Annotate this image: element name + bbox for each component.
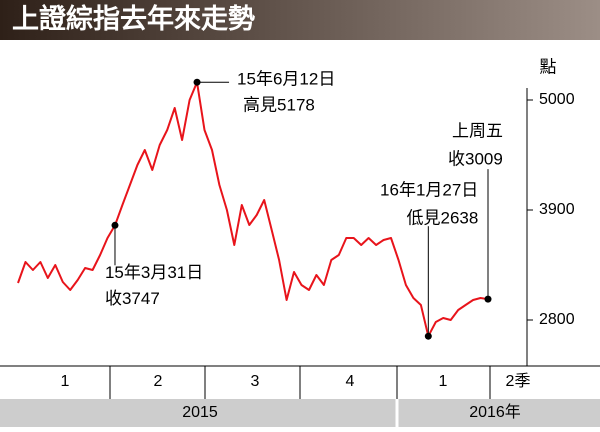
annotation-value: 收3009 bbox=[448, 150, 503, 169]
point-marker bbox=[193, 78, 201, 86]
year-label: 2016年 bbox=[469, 403, 521, 421]
x-tick-label: 4 bbox=[346, 373, 355, 390]
title-bar bbox=[0, 0, 600, 40]
year-bar bbox=[0, 399, 600, 427]
annotation-value: 收3747 bbox=[105, 289, 160, 308]
y-tick-label: 3900 bbox=[539, 201, 575, 218]
point-marker bbox=[424, 332, 432, 340]
point-marker bbox=[484, 295, 492, 303]
y-tick-label: 2800 bbox=[539, 311, 575, 328]
annotation-date: 15年3月31日 bbox=[105, 263, 203, 282]
chart-title: 上證綜指去年來走勢 bbox=[12, 3, 255, 34]
x-tick-label: 1 bbox=[61, 373, 70, 390]
x-tick-label: 2 bbox=[154, 373, 163, 390]
unit-label: 點 bbox=[540, 57, 557, 76]
annotation-date: 上周五 bbox=[452, 122, 503, 141]
x-tick-label: 3 bbox=[251, 373, 260, 390]
point-marker bbox=[111, 221, 119, 229]
annotation-value: 低見2638 bbox=[406, 209, 478, 228]
x-tick-label: 2季 bbox=[506, 372, 531, 390]
y-tick-label: 5000 bbox=[539, 91, 575, 108]
year-label: 2015 bbox=[182, 404, 218, 421]
annotation-date: 15年6月12日 bbox=[237, 70, 335, 89]
price-line bbox=[17, 81, 489, 338]
annotation-date: 16年1月27日 bbox=[380, 181, 478, 200]
annotation-value: 高見5178 bbox=[243, 96, 315, 115]
x-tick-label: 1 bbox=[439, 373, 448, 390]
